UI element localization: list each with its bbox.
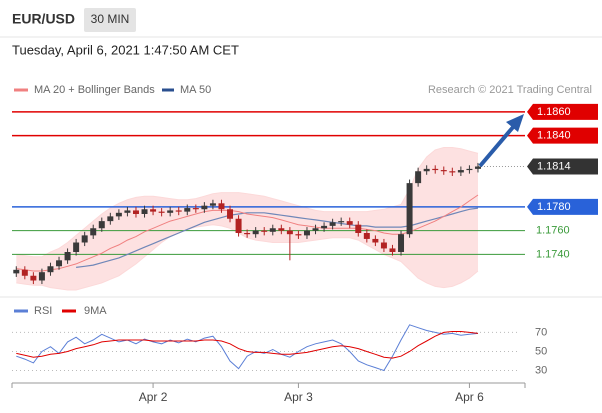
candle-body	[261, 230, 268, 232]
candle-body	[107, 216, 114, 222]
candle-body	[47, 266, 54, 273]
y-tick-label: 50	[535, 345, 547, 357]
candle-body	[432, 168, 439, 171]
candle-body	[372, 238, 379, 243]
y-tick-label: 70	[535, 326, 547, 338]
forecast-arrow	[478, 124, 516, 168]
candle-body	[278, 228, 285, 231]
level-label: 1.1860	[537, 106, 571, 118]
candle-body	[423, 168, 430, 172]
candle-body	[329, 222, 336, 226]
candle-body	[398, 234, 405, 252]
legend-label: 9MA	[84, 305, 107, 317]
timestamp: Tuesday, April 6, 2021 1:47:50 AM CET	[12, 42, 239, 57]
level-badge	[527, 103, 598, 120]
bollinger-lower	[16, 224, 479, 291]
candle-body	[227, 209, 234, 219]
legend-label: RSI	[34, 305, 52, 317]
candle-body	[90, 228, 97, 236]
level-label: 1.1814	[537, 160, 571, 172]
candle-body	[167, 210, 174, 213]
candle-body	[115, 212, 122, 217]
candle-body	[73, 242, 80, 252]
candle-body	[201, 205, 208, 210]
candle-body	[312, 228, 319, 231]
candle-body	[346, 221, 353, 225]
candle-body	[150, 209, 157, 212]
x-tick-label: Apr 6	[455, 390, 484, 404]
candle-body	[21, 269, 28, 276]
candle-body	[184, 208, 191, 212]
symbol: EUR/USD	[12, 11, 75, 27]
candle-body	[98, 221, 105, 229]
candle-body	[380, 242, 387, 249]
x-tick-label: Apr 3	[284, 390, 313, 404]
candle-body	[124, 210, 131, 213]
candle-body	[175, 210, 182, 212]
interval: 30 MIN	[91, 12, 130, 26]
candle-body	[406, 183, 413, 235]
candle-body	[355, 224, 362, 233]
candle-body	[132, 210, 139, 214]
candle-body	[64, 252, 71, 261]
level-label: 1.1780	[537, 201, 571, 213]
candle-body	[286, 230, 293, 235]
rsi-line	[16, 331, 479, 359]
candle-body	[415, 171, 422, 184]
candle-body	[389, 248, 396, 252]
candle-body	[440, 170, 447, 172]
legend-label: MA 20 + Bollinger Bands	[34, 84, 155, 96]
candle-body	[141, 209, 148, 214]
candle-body	[338, 221, 345, 223]
candle-body	[38, 272, 45, 281]
level-label: 1.1840	[537, 130, 571, 142]
candle-body	[295, 234, 302, 236]
candle-body	[252, 230, 259, 235]
candle-body	[303, 230, 310, 236]
credit: Research © 2021 Trading Central	[428, 84, 592, 96]
candle-body	[449, 171, 456, 173]
forecast-arrowhead	[506, 114, 524, 132]
legend-label: MA 50	[180, 84, 211, 96]
plot	[12, 111, 525, 372]
candle-body	[321, 225, 328, 229]
level-label: 1.1760	[536, 225, 570, 237]
candle-body	[192, 208, 199, 210]
level-badge	[527, 127, 598, 144]
candle-body	[13, 269, 20, 274]
candle-body	[466, 168, 473, 171]
candle-body	[269, 228, 276, 232]
y-tick-label: 30	[535, 364, 547, 376]
candle-body	[209, 203, 216, 206]
level-label: 1.1740	[536, 248, 570, 260]
candle-body	[158, 211, 165, 213]
candle-body	[56, 260, 63, 267]
rsi-line	[16, 324, 479, 372]
x-tick-label: Apr 2	[139, 390, 168, 404]
level-badge	[527, 158, 598, 175]
candle-body	[30, 275, 37, 281]
candle-body	[457, 170, 464, 173]
candle-body	[244, 233, 251, 235]
candle-body	[81, 235, 88, 243]
candle-body	[474, 166, 481, 169]
candle-body	[218, 203, 225, 210]
candle-body	[235, 218, 242, 233]
level-badge	[527, 198, 598, 215]
interval-badge	[84, 8, 136, 32]
candle-body	[363, 233, 370, 239]
bollinger-upper	[16, 147, 479, 258]
